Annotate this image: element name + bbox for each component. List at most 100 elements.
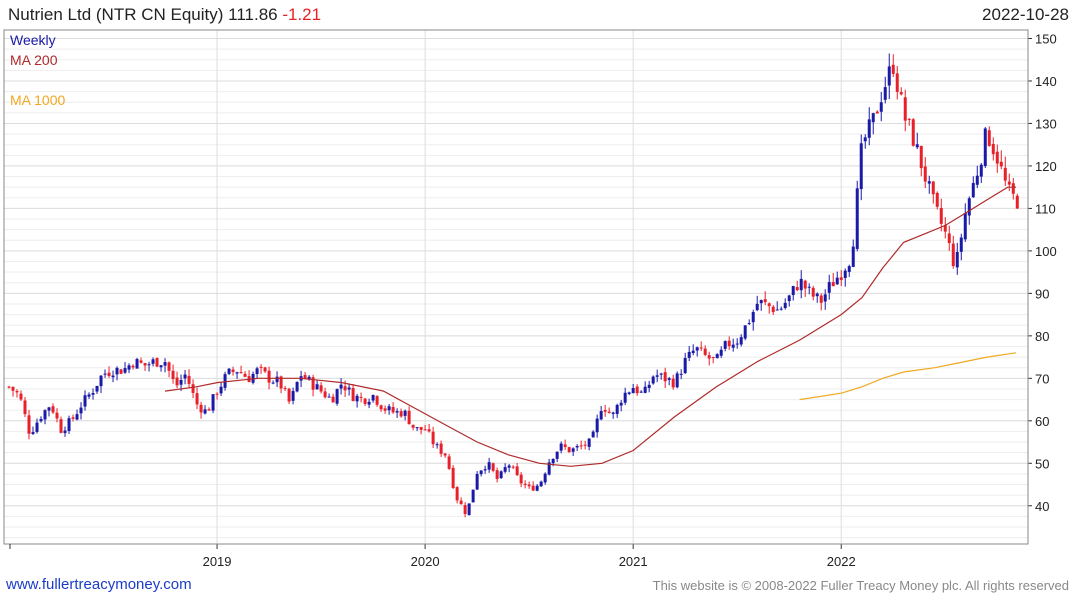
candle-body [851,246,855,267]
candle-body [819,295,823,303]
candle-body [835,277,839,285]
candle-body [575,446,579,448]
candle-body [259,366,263,368]
candle-body [359,396,363,398]
candle-body [771,306,775,313]
candle-body [783,302,787,309]
candle-body [615,404,619,414]
y-tick-label: 80 [1035,329,1049,344]
candle-body [379,405,383,410]
candle-body [923,166,927,182]
candle-body [107,372,111,376]
candle-body [59,419,63,433]
y-tick-label: 140 [1035,74,1057,89]
candle-body [235,372,239,374]
candle-body [343,386,347,391]
candle-body [799,278,803,291]
candle-body [287,388,291,402]
candle-body [371,395,375,401]
candle-body [823,294,827,302]
x-tick-label: 2020 [411,554,440,569]
candle-body [639,391,643,393]
legend-weekly: Weekly [10,32,56,48]
candle-body [807,286,811,288]
candle-body [283,388,287,390]
candle-body [363,398,367,404]
instrument-name: Nutrien Ltd (NTR CN Equity) [8,5,224,24]
legend-ma1000: MA 1000 [10,92,66,108]
candle-body [91,392,95,395]
candle-body [187,375,191,384]
candle-body [555,451,559,459]
candle-body [395,411,399,413]
candle-body [307,376,311,380]
candle-body [663,372,667,382]
candle-body [143,363,147,366]
candle-body [183,374,187,379]
y-tick-label: 50 [1035,456,1049,471]
candle-body [995,151,999,164]
candle-body [151,359,155,364]
site-link[interactable]: www.fullertreacymoney.com [6,576,192,593]
candle-body [739,337,743,345]
candle-body [155,358,159,367]
candle-body [95,385,99,392]
candle-body [119,369,123,374]
candle-body [223,374,227,388]
candle-body [547,462,551,475]
candle-body [339,384,343,389]
candle-body [19,393,23,400]
candle-body [411,424,415,428]
candle-body [959,237,963,252]
x-tick-label: 2021 [619,554,648,569]
candle-body [35,422,39,432]
candle-body [563,444,567,448]
candle-body [691,350,695,354]
candle-body [779,308,783,310]
candle-body [863,137,867,142]
x-tick-label: 2022 [827,554,856,569]
candle-body [635,386,639,394]
candle-body [351,388,355,401]
candle-body [23,400,27,415]
candle-body [723,341,727,349]
candle-body [523,483,527,486]
candle-body [675,373,679,388]
candle-body [559,443,563,451]
price-change: -1.21 [282,5,322,24]
candle-body [895,73,899,92]
candle-body [459,500,463,505]
candle-body [527,484,531,487]
candle-body [463,505,467,515]
candle-body [951,243,955,267]
candle-body [699,347,703,349]
candle-body [579,445,583,447]
candle-body [963,212,967,240]
candle-body [179,379,183,385]
candle-body [323,391,327,398]
candle-body [39,418,43,422]
candle-body [603,410,607,412]
candle-body [31,432,35,434]
candle-body [695,347,699,351]
candle-body [303,375,307,379]
candle-body [983,128,987,166]
candle-body [507,465,511,468]
y-tick-label: 40 [1035,499,1049,514]
candle-body [319,385,323,392]
candle-body [139,360,143,363]
candle-body [455,487,459,501]
candle-body [583,444,587,446]
candle-body [355,395,359,402]
candle-body [687,351,691,358]
candle-body [215,393,219,395]
candle-body [875,111,879,114]
candle-body [415,427,419,429]
candle-body [83,395,87,407]
candle-body [171,370,175,380]
candle-body [619,402,623,406]
y-tick-label: 130 [1035,116,1057,131]
y-tick-label: 100 [1035,244,1057,259]
candle-body [979,164,983,177]
